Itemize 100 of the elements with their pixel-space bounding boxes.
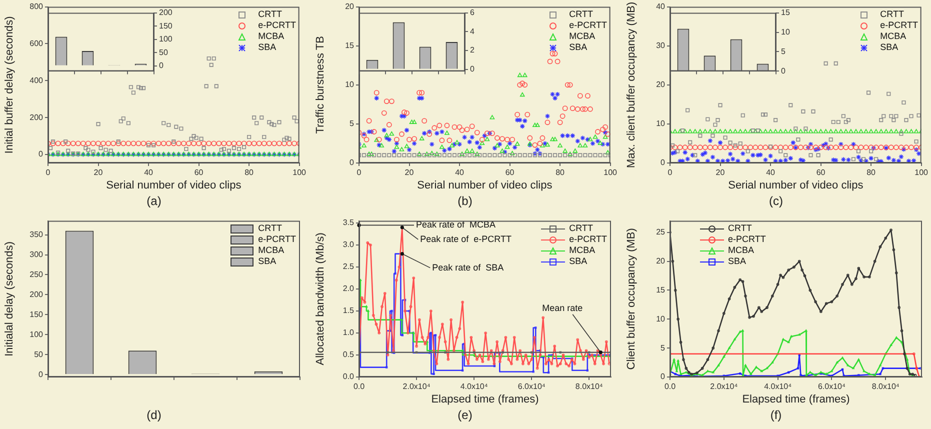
- y-tick-label: 5: [781, 46, 786, 56]
- x-tick-label: 60: [194, 168, 204, 178]
- y-tick-label: 15: [781, 8, 790, 18]
- x-tick-label: 80: [244, 168, 254, 178]
- x-tick-label: 20: [716, 168, 726, 178]
- x-tick-label: 20: [404, 168, 414, 178]
- x-tick-label: 4.0x10⁴: [764, 382, 792, 392]
- x-tick-label: 6.0x10⁴: [518, 382, 546, 392]
- legend-label: SBA: [880, 42, 898, 53]
- x-tick-label: 2.0x10⁴: [710, 382, 738, 392]
- x-tick-label: 6.0x10⁴: [818, 382, 846, 392]
- y-tick-label: 20: [656, 256, 666, 266]
- legend-label: SBA: [569, 42, 588, 53]
- x-tick-label: 40: [766, 168, 776, 178]
- legend-label: MCBA: [258, 245, 284, 256]
- y-tick-label: 25: [656, 228, 666, 237]
- y-tick-label: 20: [345, 2, 355, 12]
- legend-label: SBA: [258, 42, 276, 53]
- x-tick-label: 20: [94, 168, 104, 178]
- legend-label: CRTT: [569, 223, 593, 234]
- legend-label: MCBA: [880, 31, 906, 42]
- y-tick-label: 200: [30, 112, 44, 122]
- y-tick-label: 50: [159, 48, 168, 57]
- legend-label: MCBA: [569, 31, 596, 42]
- y-tick-label: 100: [159, 34, 173, 44]
- y-tick-label: 0: [470, 64, 475, 74]
- legend-label: SBA: [728, 256, 746, 267]
- annotation: Peak rate of SBA: [432, 262, 504, 272]
- x-tick-label: 8.0x10⁴: [872, 382, 900, 392]
- y-tick-label: 2.0: [342, 284, 355, 294]
- legend-label: CRTT: [258, 9, 282, 20]
- y-tick-label: 200: [30, 290, 44, 299]
- y-tick-label: 30: [656, 41, 666, 50]
- y-tick-label: 400: [30, 76, 44, 85]
- y-tick-label: 3.0: [342, 240, 355, 250]
- y-tick-label: 5: [660, 343, 666, 352]
- legend-label: SBA: [258, 256, 276, 267]
- y-tick-label: 10: [656, 119, 666, 128]
- y-tick-label: 100: [30, 330, 44, 339]
- x-tick-label: 0: [46, 168, 51, 178]
- text: (c): [768, 194, 784, 208]
- y-tick-label: 300: [30, 250, 44, 259]
- y-tick-label: 250: [30, 270, 44, 279]
- text: (a): [146, 194, 162, 208]
- y-tick-label: 10: [345, 80, 355, 90]
- y-tick-label: 350: [30, 230, 44, 239]
- y-axis-title: Initialal delay (seconds): [4, 241, 16, 356]
- annotation: Mean rate: [542, 302, 583, 313]
- x-tick-label: 4.0x10⁴: [460, 382, 488, 392]
- legend-label: e-PCRTT: [728, 234, 766, 245]
- y-tick-label: 50: [34, 350, 44, 359]
- legend-label: e-PCRTT: [880, 20, 918, 31]
- y-tick-label: 0: [38, 150, 44, 159]
- y-tick-label: 3.5: [342, 218, 355, 228]
- x-tick-label: 40: [455, 168, 465, 178]
- y-tick-label: 0: [781, 66, 786, 76]
- y-tick-label: 0.5: [342, 350, 355, 360]
- legend-label: e-PCRTT: [569, 20, 607, 31]
- y-tick-label: 1.0: [342, 328, 355, 338]
- x-tick-label: 100: [604, 168, 618, 178]
- annotation: Peak rate of e-PCRTT: [420, 234, 512, 244]
- y-tick-label: 600: [30, 38, 44, 48]
- y-tick-label: 150: [159, 21, 173, 30]
- y-tick-label: 0.0: [342, 372, 355, 382]
- legend-label: CRTT: [569, 9, 593, 20]
- legend-label: CRTT: [258, 223, 282, 234]
- text: (f): [769, 408, 783, 422]
- x-tick-label: 8.0x10⁴: [575, 382, 604, 392]
- y-axis-title: Traffic burstness TB: [314, 36, 327, 134]
- legend-label: CRTT: [728, 223, 752, 234]
- x-tick-label: 100: [914, 168, 929, 178]
- y-axis-title: Allocated bandwidth (Mb/s): [314, 232, 327, 366]
- y-tick-label: 2: [470, 46, 475, 55]
- y-tick-label: 0: [660, 372, 666, 382]
- x-axis-title: Serial number of video clips: [106, 179, 242, 192]
- legend-label: e-PCRTT: [258, 234, 296, 245]
- y-tick-label: 150: [30, 310, 44, 319]
- legend-label: CRTT: [880, 9, 904, 20]
- legend-label: MCBA: [569, 245, 596, 256]
- y-tick-label: 800: [30, 2, 44, 12]
- legend-label: e-PCRTT: [569, 234, 607, 245]
- y-tick-label: 4: [470, 26, 475, 36]
- legend-label: SBA: [569, 256, 588, 267]
- y-tick-label: 5: [350, 119, 355, 128]
- x-tick-label: 100: [292, 168, 307, 178]
- y-tick-label: 15: [345, 41, 355, 50]
- annotation: Peak rate of MCBA: [416, 220, 496, 230]
- x-tick-label: 40: [144, 168, 154, 178]
- legend-label: e-PCRTT: [258, 20, 296, 31]
- x-axis-title: Serial number of video clips: [728, 179, 864, 192]
- y-axis-title: Max. client buffer occupancy (MB): [626, 2, 638, 168]
- x-tick-label: 60: [816, 168, 826, 178]
- y-tick-label: 10: [656, 314, 666, 324]
- x-axis-title: Elapsed time (frames): [431, 393, 539, 406]
- x-axis-title: Elapsed time (frames): [742, 393, 850, 406]
- x-axis-title: Serial number of video clips: [417, 179, 553, 192]
- y-tick-label: 10: [781, 27, 790, 36]
- x-tick-label: 80: [866, 168, 876, 178]
- y-tick-label: 200: [159, 8, 173, 18]
- y-tick-label: 1.5: [342, 306, 355, 316]
